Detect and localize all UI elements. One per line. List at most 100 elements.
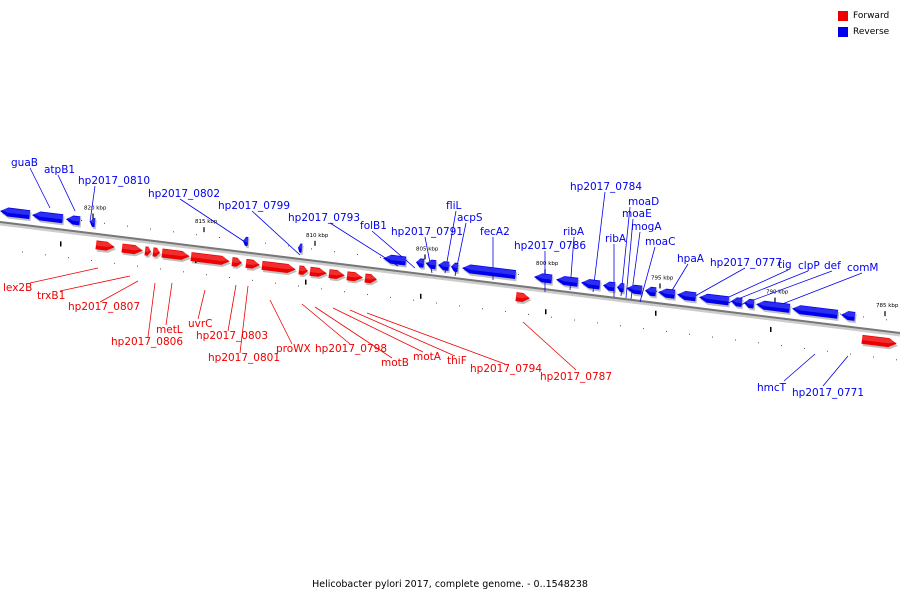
label-leader-line <box>592 191 606 293</box>
minor-tick <box>196 234 197 236</box>
minor-tick <box>482 308 483 310</box>
gene-highlight <box>364 274 378 280</box>
minor-tick <box>449 265 450 267</box>
label-leader-line <box>57 174 76 212</box>
gene-highlight <box>645 287 657 293</box>
gene-arrow <box>581 279 601 290</box>
label-leader-line <box>822 355 849 387</box>
gene-highlight <box>0 208 31 216</box>
gene-arrow <box>90 217 96 228</box>
gene-arrow <box>66 215 81 226</box>
minor-tick <box>655 310 657 316</box>
minor-tick <box>305 279 307 285</box>
scale-tick-label: 815 kbp <box>195 219 218 225</box>
gene-highlight <box>626 285 643 291</box>
reverse-gene <box>756 300 792 316</box>
reverse-gene-label: clpP <box>798 260 820 272</box>
forward-gene-label: hp2017_0801 <box>208 352 280 364</box>
gene-highlight <box>309 267 328 274</box>
minor-tick <box>666 330 667 332</box>
gene-arrow <box>756 300 791 313</box>
label-leader-line <box>739 270 833 306</box>
gene-highlight <box>515 292 531 299</box>
gene-highlight <box>462 265 517 276</box>
forward-gene <box>231 257 244 269</box>
reverse-gene <box>792 305 840 321</box>
gene-arrow <box>861 334 897 348</box>
minor-tick <box>620 325 621 327</box>
forward-gene-label: thiF <box>447 355 467 367</box>
gene-arrow <box>645 286 657 297</box>
minor-tick <box>288 245 289 247</box>
gene-highlight <box>161 249 190 257</box>
gene-arrow <box>364 273 377 284</box>
gene-highlight <box>451 263 459 269</box>
minor-tick <box>735 339 736 341</box>
gene-arrow <box>0 207 31 220</box>
forward-gene-label: motA <box>413 351 442 363</box>
minor-tick <box>334 251 335 253</box>
gene-highlight <box>731 298 743 304</box>
legend-swatch-reverse <box>838 26 848 37</box>
forward-gene-label: proWX <box>276 343 311 355</box>
reverse-gene-label: hp2017_0810 <box>78 175 150 187</box>
reverse-gene <box>617 283 626 295</box>
forward-gene <box>328 269 347 282</box>
gene-highlight <box>416 259 425 265</box>
minor-tick <box>183 271 184 273</box>
minor-tick <box>68 257 69 259</box>
genome-caption: Helicobacter pylori 2017, complete genom… <box>312 579 588 590</box>
reverse-gene-label: guaB <box>11 157 38 169</box>
gene-highlight <box>245 259 261 265</box>
reverse-gene <box>841 311 857 324</box>
reverse-gene <box>581 279 602 292</box>
reverse-gene <box>383 254 408 268</box>
reverse-gene <box>744 298 756 311</box>
reverse-gene <box>534 273 554 286</box>
scale-tick-label: 785 kbp <box>876 303 899 309</box>
gene-arrow <box>121 243 143 255</box>
minor-tick <box>81 219 82 221</box>
label-leader-line <box>727 270 809 304</box>
backbone-line <box>0 221 900 334</box>
scale-tick-label: 790 kbp <box>766 290 789 296</box>
minor-tick <box>528 313 529 315</box>
reverse-gene <box>0 207 32 222</box>
gene-highlight <box>658 289 676 295</box>
gene-arrow <box>677 291 697 302</box>
gene-highlight <box>346 272 364 278</box>
gene-highlight <box>841 311 856 318</box>
gene-arrow <box>161 248 190 260</box>
scale-tick-label: 820 kbp <box>84 205 107 211</box>
reverse-gene-label: tig <box>778 259 792 271</box>
label-leader-line <box>349 309 456 357</box>
label-leader-line <box>301 303 351 345</box>
genome-backbone <box>0 221 900 337</box>
label-leader-line <box>620 206 631 297</box>
gene-arrow <box>32 211 64 224</box>
gene-arrow <box>383 254 407 266</box>
gene-features <box>0 207 898 350</box>
gene-arrow <box>328 269 345 280</box>
reverse-gene-label: atpB1 <box>44 164 75 176</box>
minor-tick <box>597 322 598 324</box>
legend-label-forward: Forward <box>853 10 890 21</box>
forward-gene-label: hp2017_0803 <box>196 330 268 342</box>
forward-gene-label: hp2017_0807 <box>68 301 140 313</box>
forward-gene-label: hp2017_0787 <box>540 371 612 383</box>
gene-arrow <box>231 257 242 267</box>
minor-tick <box>91 259 92 261</box>
gene-arrow <box>744 298 755 309</box>
minor-tick <box>420 293 422 299</box>
reverse-gene-label: ribA <box>563 226 585 238</box>
minor-tick <box>390 296 391 298</box>
forward-gene <box>515 292 532 305</box>
gene-highlight <box>426 260 437 266</box>
reverse-gene <box>645 286 658 299</box>
label-leader-line <box>147 282 156 338</box>
forward-gene <box>144 246 153 258</box>
minor-tick <box>380 256 381 258</box>
gene-arrow <box>462 264 517 280</box>
legend-swatch-forward <box>838 10 848 21</box>
minor-tick <box>505 311 506 313</box>
